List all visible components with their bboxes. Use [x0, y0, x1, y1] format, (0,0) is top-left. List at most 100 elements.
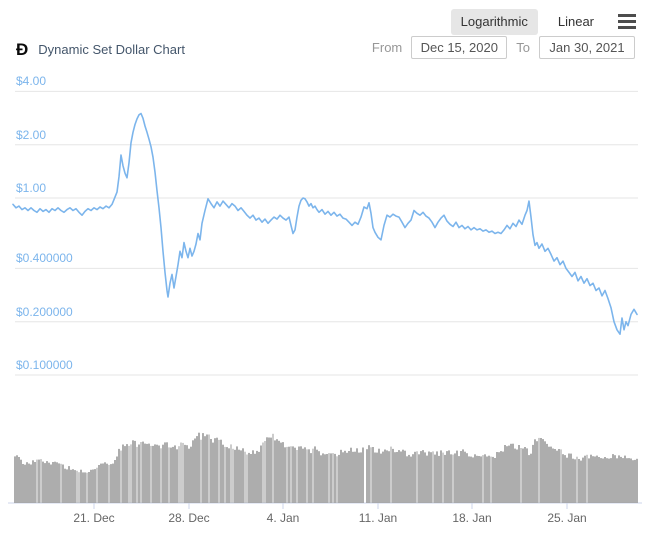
- volume-bar: [332, 453, 334, 503]
- volume-bar: [134, 440, 136, 503]
- volume-bar: [434, 454, 436, 503]
- volume-bar: [328, 453, 330, 503]
- volume-bar: [18, 457, 20, 503]
- volume-bar: [530, 453, 532, 503]
- volume-bar: [612, 454, 614, 503]
- y-axis-label: $4.00: [16, 74, 47, 89]
- volume-bar: [598, 457, 600, 503]
- volume-bar: [68, 466, 70, 503]
- volume-bar: [452, 454, 454, 503]
- volume-bar: [460, 451, 462, 503]
- volume-bar: [272, 433, 274, 503]
- volume-bar: [296, 450, 298, 503]
- scale-toolbar: Logarithmic Linear: [450, 9, 636, 35]
- from-date-input[interactable]: [411, 36, 508, 59]
- volume-bar: [440, 450, 442, 503]
- volume-bar: [222, 444, 224, 503]
- volume-bar: [180, 442, 182, 503]
- volume-bar: [152, 445, 154, 503]
- volume-bar: [602, 458, 604, 503]
- volume-bar: [636, 458, 638, 503]
- volume-bar: [470, 456, 472, 503]
- volume-bar: [484, 454, 486, 503]
- volume-bar: [330, 453, 332, 503]
- volume-bar: [274, 440, 276, 503]
- volume-bar: [588, 458, 590, 503]
- volume-bar: [506, 446, 508, 503]
- volume-bar: [72, 469, 74, 503]
- volume-bar: [368, 445, 370, 503]
- volume-bar: [592, 456, 594, 503]
- volume-bar: [546, 443, 548, 503]
- volume-bar: [130, 444, 132, 503]
- volume-bar: [492, 456, 494, 503]
- volume-bar: [298, 446, 300, 503]
- volume-bar: [634, 459, 636, 503]
- volume-bar: [482, 455, 484, 503]
- volume-bar: [478, 456, 480, 503]
- volume-bar: [230, 444, 232, 503]
- volume-bar: [462, 449, 464, 503]
- volume-bar: [34, 462, 36, 503]
- volume-bar: [156, 444, 158, 503]
- volume-bar: [166, 442, 168, 503]
- volume-bar: [116, 456, 118, 503]
- x-axis-label: 28. Dec: [168, 511, 210, 525]
- volume-bar: [362, 447, 364, 503]
- volume-bar: [214, 438, 216, 503]
- y-axis-label: $1.00: [16, 181, 47, 195]
- volume-bar: [412, 454, 414, 503]
- volume-bar: [104, 462, 106, 503]
- volume-bar: [192, 440, 194, 503]
- volume-bar: [48, 462, 50, 503]
- volume-bar: [202, 433, 204, 503]
- volume-bar: [84, 472, 86, 503]
- volume-bar: [380, 453, 382, 503]
- x-axis-label: 4. Jan: [266, 511, 300, 525]
- volume-bar: [44, 463, 46, 503]
- volume-bar: [60, 463, 62, 503]
- linear-button[interactable]: Linear: [548, 9, 604, 35]
- hamburger-menu-icon[interactable]: [618, 14, 636, 30]
- volume-bar: [522, 448, 524, 503]
- volume-bar: [390, 446, 392, 503]
- volume-bar: [136, 446, 138, 503]
- volume-bar: [148, 443, 150, 503]
- volume-bar: [266, 437, 268, 503]
- volume-bar: [580, 460, 582, 503]
- volume-bar: [404, 450, 406, 503]
- volume-bar: [96, 467, 98, 503]
- volume-bar: [564, 455, 566, 503]
- volume-bar: [624, 455, 626, 503]
- volume-bar: [314, 446, 316, 503]
- volume-bar: [160, 448, 162, 503]
- volume-bar: [366, 449, 368, 503]
- volume-bar: [548, 446, 550, 503]
- to-date-input[interactable]: [539, 36, 635, 59]
- volume-bar: [538, 437, 540, 503]
- volume-bar: [508, 445, 510, 503]
- volume-bar: [30, 464, 32, 503]
- volume-bar: [66, 469, 68, 503]
- volume-bar: [388, 451, 390, 503]
- page-title: Dynamic Set Dollar Chart: [38, 42, 185, 57]
- volume-bar: [458, 456, 460, 503]
- volume-bar: [498, 452, 500, 503]
- volume-bar: [558, 449, 560, 503]
- x-axis-label: 18. Jan: [452, 511, 492, 525]
- volume-bar: [420, 451, 422, 503]
- volume-bar: [308, 449, 310, 503]
- volume-bar: [606, 458, 608, 503]
- volume-bar: [586, 454, 588, 503]
- volume-bar: [542, 439, 544, 503]
- volume-bar: [132, 440, 134, 503]
- volume-bar: [258, 451, 260, 503]
- logarithmic-button[interactable]: Logarithmic: [450, 9, 538, 35]
- volume-bar: [124, 446, 126, 503]
- volume-bar: [502, 451, 504, 503]
- volume-bar: [90, 469, 92, 503]
- volume-bar: [232, 448, 234, 503]
- volume-bar: [112, 463, 114, 503]
